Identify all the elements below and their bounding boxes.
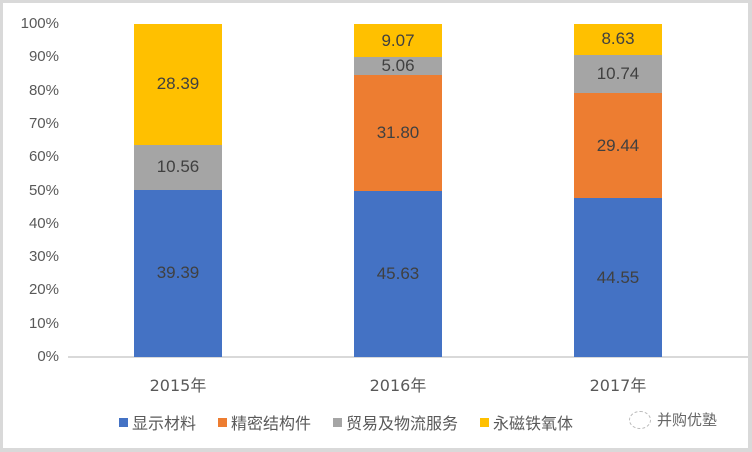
legend-swatch-icon (333, 417, 343, 427)
legend-label: 精密结构件 (231, 414, 312, 433)
legend-label: 显示材料 (132, 414, 197, 433)
y-tick-label: 100% (20, 15, 59, 32)
legend-item: 精密结构件 (218, 410, 311, 434)
y-tick-label: 70% (28, 114, 59, 132)
data-label: 10.74 (596, 63, 640, 83)
legend-item: 永磁铁氧体 (480, 410, 573, 434)
x-tick-label: 2016年 (369, 376, 427, 395)
y-tick-label: 10% (28, 314, 59, 332)
data-label: 8.63 (601, 29, 635, 49)
legend-label: 永磁铁氧体 (493, 414, 574, 433)
bar-2017年: 44.55 29.44 10.74 8.63 (574, 24, 662, 357)
chart-frame: 0% 10% 20% 30% 40% 50% 60% 70% 80% 90% 100% 39.39 1… (3, 3, 748, 448)
data-label: 31.80 (376, 123, 420, 143)
data-label: 5.06 (381, 56, 415, 76)
y-tick-label: 60% (28, 148, 59, 166)
bar-segment: 39.39 (134, 189, 222, 357)
watermark: 并购优塾 (625, 409, 722, 430)
bar-2016年: 45.63 31.80 5.06 9.07 (354, 24, 442, 357)
y-tick-label: 50% (28, 181, 59, 199)
bar-segment: 29.44 (574, 93, 662, 199)
legend-item: 显示材料 (119, 410, 196, 434)
data-label: 44.55 (596, 267, 640, 287)
bar-segment: 44.55 (574, 198, 662, 357)
data-label: 28.39 (156, 74, 200, 94)
bar-segment: 10.56 (134, 144, 222, 190)
x-axis-line (68, 356, 748, 358)
bar-segment: 9.07 (354, 24, 442, 57)
legend-swatch-icon (218, 417, 228, 427)
bar-segment: 8.63 (574, 24, 662, 55)
watermark-text: 并购优塾 (657, 411, 718, 429)
x-tick-label: 2015年 (149, 376, 207, 395)
y-tick-label: 90% (28, 48, 59, 66)
data-label: 29.44 (596, 135, 640, 155)
legend-swatch-icon (480, 417, 490, 427)
y-tick-label: 20% (28, 281, 59, 299)
bar-2015年: 39.39 10.56 28.39 (134, 24, 222, 357)
x-tick-label: 2017年 (589, 376, 647, 395)
data-label: 10.56 (156, 157, 200, 177)
wechat-icon (629, 410, 651, 429)
legend-item: 贸易及物流服务 (333, 410, 458, 434)
bar-segment: 31.80 (354, 75, 442, 192)
y-tick-label: 0% (37, 348, 59, 365)
y-tick-label: 40% (28, 214, 59, 232)
y-tick-label: 80% (28, 81, 59, 99)
legend-label: 贸易及物流服务 (346, 414, 459, 433)
y-tick-label: 30% (28, 248, 59, 266)
bar-segment: 10.74 (574, 54, 662, 94)
data-label: 9.07 (381, 30, 415, 50)
bar-segment: 28.39 (134, 24, 222, 145)
bar-segment: 5.06 (354, 56, 442, 76)
bar-segment: 45.63 (354, 191, 442, 357)
legend-swatch-icon (119, 417, 128, 427)
data-label: 45.63 (376, 264, 420, 284)
data-label: 39.39 (156, 263, 200, 283)
legend: 显示材料 精密结构件 贸易及物流服务 永磁铁氧体 (119, 411, 573, 433)
